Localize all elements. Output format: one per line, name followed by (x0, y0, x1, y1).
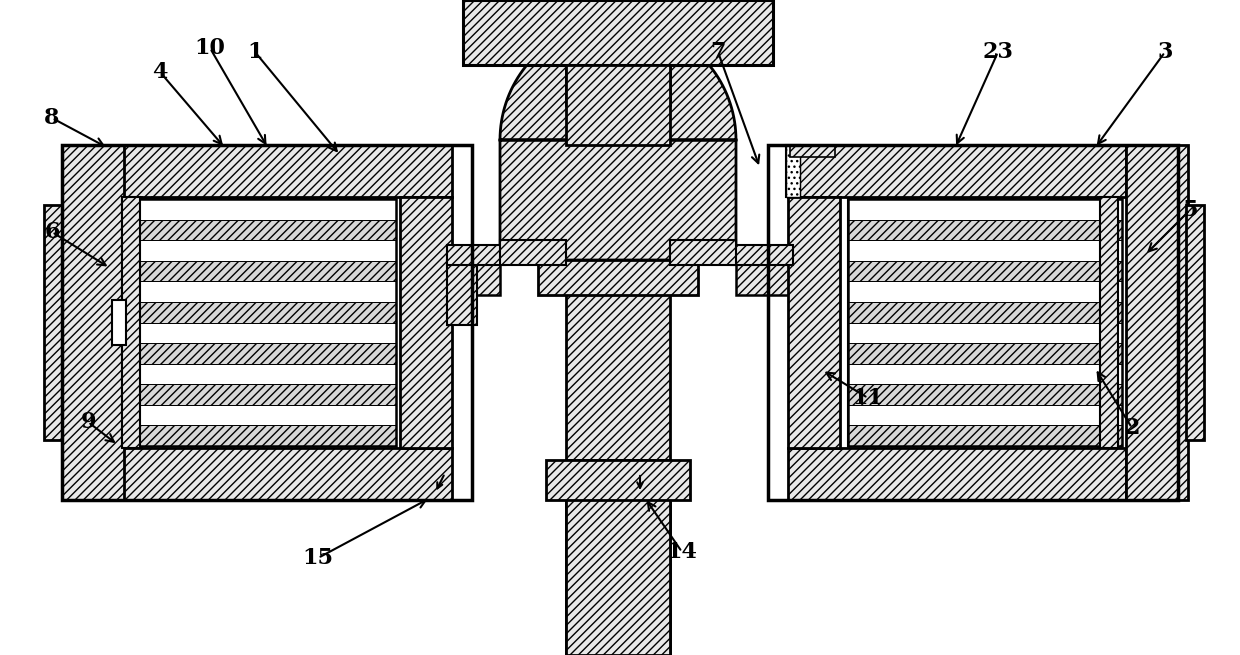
Bar (114, 448, 453, 500)
Bar (1126, 145, 1188, 500)
Bar (122, 405, 396, 425)
Bar (122, 197, 140, 448)
Bar (786, 145, 800, 197)
Bar (848, 425, 1122, 446)
Bar (62, 145, 472, 500)
Bar (122, 219, 396, 240)
Text: 2: 2 (1125, 417, 1140, 439)
Bar (446, 260, 477, 325)
Bar (538, 260, 698, 295)
Text: 9: 9 (81, 411, 95, 433)
Bar (122, 343, 396, 364)
Bar (848, 343, 1122, 364)
Bar (848, 240, 1122, 261)
Bar (565, 0, 670, 105)
Bar (122, 282, 396, 302)
Bar (848, 322, 1122, 343)
Bar (122, 199, 396, 219)
Bar (848, 282, 1122, 302)
Bar (848, 199, 1122, 219)
Text: 4: 4 (153, 61, 167, 83)
Bar (43, 205, 62, 440)
Bar (401, 197, 453, 448)
Bar (848, 384, 1122, 405)
Bar (122, 302, 396, 322)
Bar (848, 302, 1122, 322)
Bar (1100, 197, 1118, 448)
Bar (786, 145, 800, 197)
Bar (787, 197, 839, 448)
Bar (114, 145, 453, 197)
Bar (122, 261, 396, 282)
Bar (1185, 205, 1204, 440)
Text: 23: 23 (982, 41, 1013, 63)
Bar (848, 199, 1122, 446)
Bar (848, 199, 1122, 446)
Text: 8: 8 (45, 107, 60, 129)
Bar (500, 240, 565, 265)
Text: 6: 6 (45, 221, 60, 243)
Bar (848, 261, 1122, 282)
Bar (732, 245, 794, 265)
Text: 3: 3 (1157, 41, 1173, 63)
Bar (112, 300, 126, 345)
Bar (565, 65, 670, 145)
Polygon shape (500, 22, 737, 260)
Bar (122, 364, 396, 384)
Bar (787, 145, 1126, 197)
Bar (768, 145, 1178, 500)
Bar (122, 240, 396, 261)
Bar (790, 145, 835, 157)
Bar (122, 425, 396, 446)
Text: 14: 14 (667, 541, 697, 563)
Bar (62, 145, 124, 500)
Bar (446, 245, 505, 265)
Bar (446, 260, 500, 295)
Text: 11: 11 (853, 387, 883, 409)
Text: 5: 5 (1182, 199, 1198, 221)
Text: 1: 1 (247, 41, 263, 63)
Text: 15: 15 (303, 547, 334, 569)
Bar (122, 384, 396, 405)
Bar (787, 448, 1126, 500)
Bar (565, 0, 670, 655)
Bar (670, 240, 737, 265)
Bar (122, 199, 396, 446)
Bar (546, 460, 689, 500)
Bar (737, 260, 794, 295)
Text: 10: 10 (195, 37, 226, 59)
Bar (565, 460, 670, 655)
Bar (122, 199, 396, 446)
Bar (848, 364, 1122, 384)
Bar (122, 322, 396, 343)
Bar (463, 0, 773, 65)
Text: 7: 7 (711, 41, 725, 63)
Bar (848, 405, 1122, 425)
Bar (848, 219, 1122, 240)
